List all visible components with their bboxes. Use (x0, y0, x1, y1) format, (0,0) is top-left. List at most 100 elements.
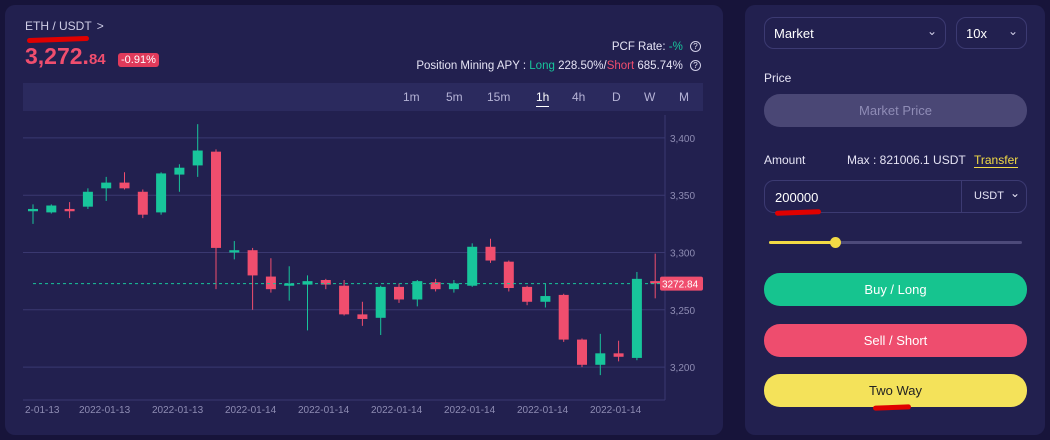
x-tick-label: 2022-01-14 (517, 405, 569, 416)
candle-body (558, 294, 569, 340)
y-tick-label: 3,350 (670, 191, 695, 202)
candle-body (302, 281, 313, 285)
tab-1h[interactable]: 1h (536, 90, 550, 107)
leverage-value: 10x (966, 26, 987, 41)
chevron-down-icon: ⌄ (1009, 186, 1020, 200)
position-mining-apy: Position Mining APY : Long 228.50%/Short… (416, 60, 701, 72)
candle-body (613, 353, 624, 357)
buy-long-button[interactable]: Buy / Long (764, 273, 1027, 306)
y-tick-label: 3,250 (670, 306, 695, 317)
sell-short-button[interactable]: Sell / Short (764, 324, 1027, 357)
candle-body (375, 286, 386, 318)
y-tick-label: 3,200 (670, 363, 695, 374)
red-annotation-mark (872, 404, 912, 411)
candle-body (503, 261, 514, 289)
x-tick-label: 2022-01-13 (152, 405, 204, 416)
candle-body (577, 339, 587, 365)
apy-long-value: 228.50% (558, 60, 604, 72)
candle-body (82, 191, 93, 207)
x-tick-label: 2-01-13 (25, 405, 60, 416)
pcf-rate-value: -% (668, 41, 683, 53)
y-tick-label: 3,300 (670, 249, 695, 260)
apy-long-label: Long (529, 60, 555, 72)
tab-D[interactable]: D (612, 90, 621, 104)
last-price-tag (660, 276, 703, 291)
candle-body (156, 173, 167, 213)
x-tick-label: 2022-01-14 (298, 405, 350, 416)
amount-slider[interactable] (769, 237, 1022, 248)
x-tick-label: 2022-01-14 (225, 405, 277, 416)
candle-body (284, 283, 295, 286)
x-tick-label: 2022-01-14 (590, 405, 642, 416)
chevron-down-icon: ⌄ (926, 24, 937, 38)
candle-body (320, 280, 331, 285)
tab-M[interactable]: M (679, 90, 689, 104)
candle-body (28, 208, 38, 212)
leverage-select[interactable]: 10x ⌄ (956, 17, 1027, 49)
slider-knob[interactable] (829, 237, 841, 248)
amount-unit-value: USDT (974, 190, 1004, 202)
pcf-rate: PCF Rate: -% ? (612, 41, 701, 53)
candle-body (64, 208, 75, 212)
tab-15m[interactable]: 15m (487, 90, 511, 104)
candle-body (119, 182, 130, 189)
candle-body (101, 182, 112, 189)
candle-body (430, 282, 441, 290)
pair-selector[interactable]: ETH / USDT > (25, 19, 104, 33)
pair-label: ETH / USDT (25, 19, 92, 33)
price-decimals: 84 (88, 51, 106, 68)
candle-body (540, 296, 551, 302)
help-icon[interactable]: ? (690, 60, 701, 72)
candle-body (247, 250, 258, 276)
amount-unit-select[interactable]: USDT ⌄ (961, 181, 1027, 212)
candle-body (211, 151, 221, 248)
candle-body (265, 276, 276, 290)
candle-body (229, 250, 240, 253)
price-label: Price (764, 71, 792, 85)
x-tick-label: 2022-01-14 (371, 405, 423, 416)
amount-label: Amount (764, 153, 806, 167)
market-price-button[interactable]: Market Price (764, 94, 1027, 127)
candle-body (192, 150, 203, 166)
help-icon[interactable]: ? (690, 41, 701, 53)
order-type-select[interactable]: Market ⌄ (764, 17, 946, 49)
amount-input[interactable]: 200000 USDT ⌄ (764, 180, 1027, 213)
candle-body (631, 278, 642, 358)
transfer-link[interactable]: Transfer (974, 153, 1019, 168)
price-main: 3,272. (25, 43, 89, 69)
two-way-button[interactable]: Two Way (764, 374, 1027, 407)
candle-body (595, 353, 606, 365)
chart-panel: ETH / USDT > 3,272.84 -0.91% PCF Rate: -… (5, 5, 723, 435)
y-tick-label: 3,400 (670, 134, 695, 145)
tab-4h[interactable]: 4h (572, 90, 586, 104)
x-tick-label: 2022-01-14 (444, 405, 496, 416)
apy-label: Position Mining APY : (416, 60, 527, 72)
order-type-value: Market (774, 26, 814, 41)
chevron-down-icon: ⌄ (1007, 24, 1018, 38)
candle-body (650, 281, 661, 284)
tab-5m[interactable]: 5m (446, 90, 463, 104)
timeframe-bar: 1m 5m 15m 1h 4h D W M (23, 83, 703, 111)
red-annotation-mark (774, 209, 822, 216)
candle-body (412, 281, 423, 300)
candle-body (46, 205, 57, 213)
candle-body (485, 246, 496, 261)
last-price: 3,272.84 (25, 43, 106, 70)
apy-separator: / (603, 60, 607, 72)
tab-W[interactable]: W (644, 90, 656, 104)
candle-body (339, 285, 350, 315)
candle-body (357, 314, 368, 319)
candlestick-chart[interactable]: 3,400 3,350 3,300 3,250 3,200 3272.84 2-01-13 2… (5, 5, 723, 435)
pcf-rate-label: PCF Rate: (611, 41, 666, 53)
candle-body (174, 167, 185, 175)
tab-1m[interactable]: 1m (403, 90, 420, 104)
price-change-badge: -0.91% (118, 53, 159, 67)
last-price-tag-label: 3272.84 (662, 280, 699, 291)
candle-body (467, 246, 478, 286)
apy-short-label: Short (606, 60, 635, 72)
candle-body (394, 286, 404, 300)
apy-short-value: 685.74% (637, 60, 683, 72)
max-amount: Max : 821006.1 USDT (847, 153, 966, 167)
candle-body (522, 286, 533, 302)
slider-fill (769, 241, 835, 244)
